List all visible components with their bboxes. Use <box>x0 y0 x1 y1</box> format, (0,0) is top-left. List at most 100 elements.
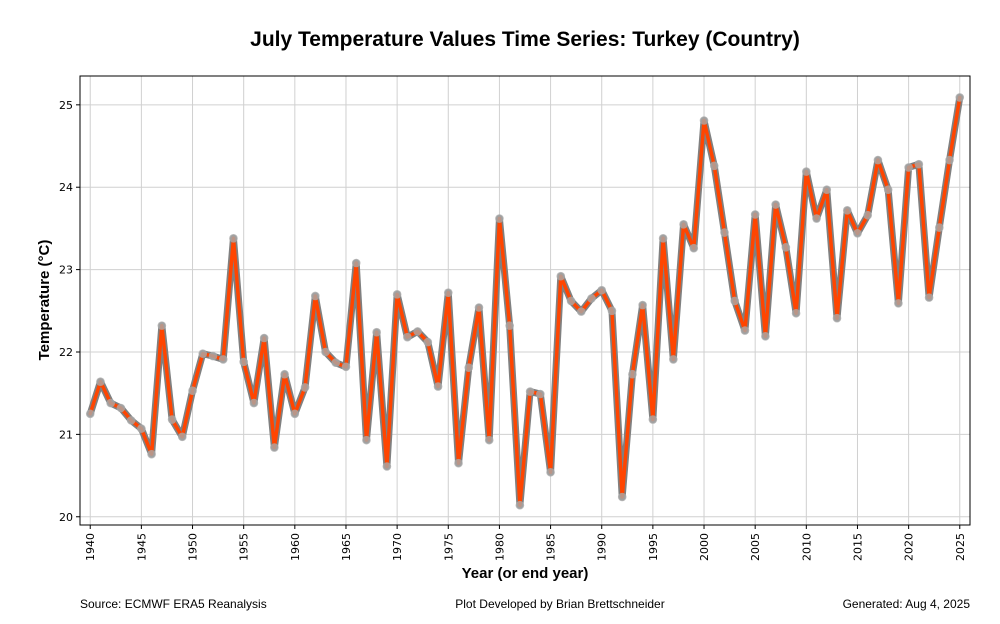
data-point <box>832 313 842 323</box>
footer-credit: Plot Developed by Brian Brettschneider <box>455 597 665 611</box>
x-tick-label: 2015 <box>851 533 864 561</box>
data-point <box>270 443 279 452</box>
data-point <box>587 294 596 303</box>
data-point <box>321 347 330 357</box>
data-point <box>771 200 780 209</box>
data-point <box>894 299 903 308</box>
data-point <box>791 308 801 318</box>
data-point <box>883 185 893 194</box>
series-line <box>88 95 962 507</box>
data-point <box>413 327 422 336</box>
y-axis-ticks: 20 21 22 23 24 25 <box>59 99 80 524</box>
data-point <box>750 210 760 219</box>
data-point <box>597 285 607 295</box>
data-point <box>556 271 566 281</box>
data-point <box>822 185 832 194</box>
y-tick-label: 23 <box>59 264 73 277</box>
y-axis-label: Temperature (°C) <box>36 240 53 361</box>
data-point <box>955 93 965 102</box>
data-point <box>392 290 402 299</box>
data-point <box>484 435 494 445</box>
x-tick-label: 2025 <box>954 533 967 561</box>
data-point <box>249 398 259 408</box>
x-tick-label: 1995 <box>647 533 660 561</box>
data-point <box>802 167 811 176</box>
x-tick-label: 1945 <box>135 533 148 561</box>
data-point <box>515 500 525 510</box>
y-tick-label: 24 <box>59 181 73 194</box>
data-point <box>730 296 740 306</box>
data-point <box>607 306 617 316</box>
data-point <box>474 303 484 312</box>
x-axis-ticks: 1940 1945 1950 1955 1960 1965 1970 1975 1980 1985… <box>84 525 967 561</box>
y-tick-label: 25 <box>59 99 73 112</box>
x-axis-label: Year (or end year) <box>462 565 589 582</box>
data-point <box>740 326 750 335</box>
data-point <box>853 229 862 238</box>
data-point <box>812 214 821 223</box>
data-point <box>781 243 791 252</box>
x-tick-label: 1970 <box>391 533 404 561</box>
x-tick-label: 1990 <box>596 533 609 561</box>
data-point <box>935 223 944 232</box>
data-point <box>229 234 238 243</box>
data-point <box>648 415 658 424</box>
data-point <box>157 321 167 330</box>
grid-lines <box>80 76 970 525</box>
data-point <box>290 409 300 419</box>
data-point <box>362 435 371 445</box>
data-point <box>658 234 668 243</box>
data-series <box>85 93 965 510</box>
data-point <box>505 321 514 330</box>
data-point <box>576 307 586 316</box>
data-point <box>198 349 208 358</box>
data-point <box>638 300 647 310</box>
data-point <box>351 258 361 268</box>
x-tick-label: 2020 <box>903 533 916 561</box>
data-point <box>536 389 545 399</box>
footer-source: Source: ECMWF ERA5 Reanalysis <box>80 597 267 611</box>
x-tick-label: 1960 <box>289 533 302 561</box>
data-point <box>628 369 637 379</box>
data-point <box>525 387 535 396</box>
x-tick-label: 1950 <box>187 533 200 561</box>
data-point <box>147 449 156 459</box>
data-point <box>679 219 688 229</box>
data-point <box>85 409 95 419</box>
data-point <box>280 369 289 379</box>
chart-title: July Temperature Values Time Series: Tur… <box>250 28 800 51</box>
data-point <box>761 332 770 341</box>
data-point <box>842 205 852 215</box>
x-tick-label: 1955 <box>238 533 251 561</box>
data-point <box>106 398 115 408</box>
plot-area-frame <box>79 75 971 526</box>
data-point <box>96 377 105 386</box>
data-point <box>259 333 269 343</box>
data-point <box>863 210 872 220</box>
data-point <box>617 492 627 502</box>
data-point <box>341 362 351 372</box>
data-point <box>914 159 924 169</box>
data-point <box>546 467 555 477</box>
x-tick-label: 2005 <box>749 533 762 561</box>
y-tick-label: 22 <box>59 346 73 359</box>
data-point <box>566 296 576 306</box>
data-point <box>137 424 146 433</box>
data-point <box>372 327 381 337</box>
data-point <box>464 363 474 372</box>
data-point <box>924 293 934 302</box>
data-point <box>300 383 310 392</box>
data-point <box>423 337 433 347</box>
x-tick-label: 1940 <box>84 533 97 561</box>
data-point <box>310 291 320 301</box>
data-point <box>689 243 699 253</box>
data-point <box>495 214 504 223</box>
data-point <box>454 458 463 468</box>
data-point <box>331 358 341 368</box>
data-point <box>208 351 218 361</box>
data-point <box>873 155 883 165</box>
data-point <box>188 386 197 396</box>
x-tick-label: 1965 <box>340 533 353 561</box>
data-point <box>403 332 412 342</box>
x-tick-label: 1985 <box>545 533 558 561</box>
